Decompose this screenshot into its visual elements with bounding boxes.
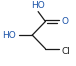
Text: O: O [61, 17, 68, 26]
Text: Cl: Cl [61, 47, 70, 56]
Text: HO: HO [31, 1, 45, 10]
Text: HO: HO [3, 31, 16, 40]
